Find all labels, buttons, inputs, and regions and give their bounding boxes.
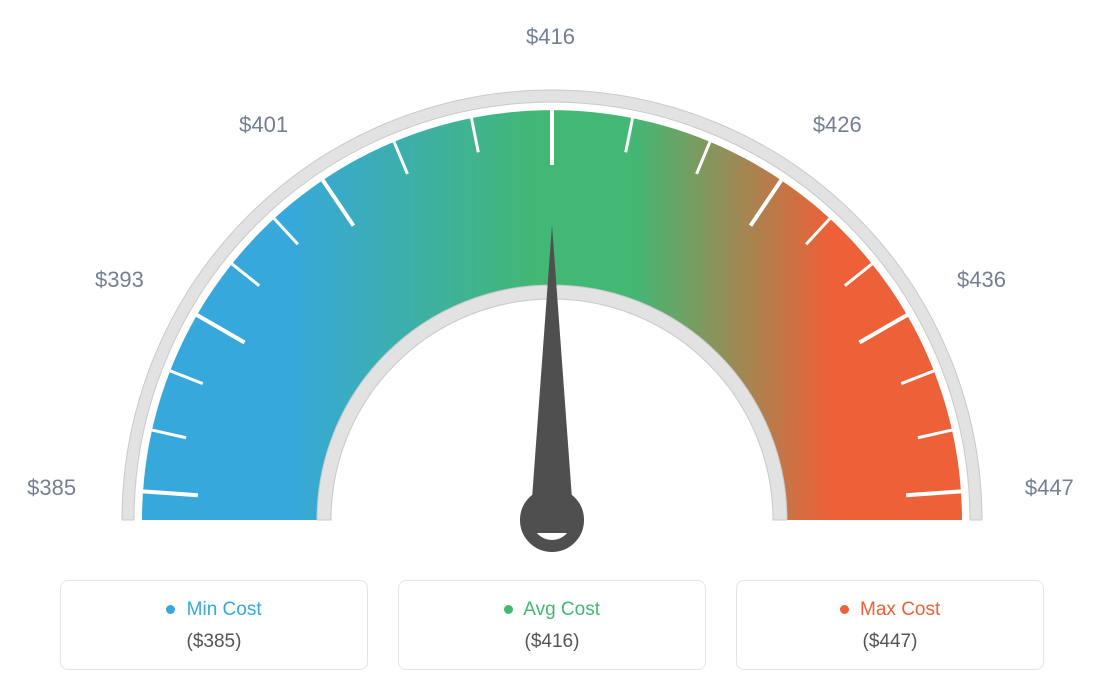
gauge-tick-label: $385 [27,475,76,501]
gauge-tick-label: $416 [526,24,575,50]
legend-avg: Avg Cost ($416) [398,580,706,670]
legend-avg-title: Avg Cost [409,599,695,621]
gauge-tick-label: $393 [95,267,144,293]
legend-row: Min Cost ($385) Avg Cost ($416) Max Cost… [60,580,1044,670]
legend-avg-value: ($416) [409,631,695,653]
gauge-tick-label: $447 [1025,475,1074,501]
legend-min: Min Cost ($385) [60,580,368,670]
gauge-area: $385 $393 $401 $416 $426 $436 $447 [0,0,1104,570]
gauge-chart-container: $385 $393 $401 $416 $426 $436 $447 Min Cost ($… [0,0,1104,690]
dot-icon [504,605,513,614]
gauge-tick-label: $436 [957,267,1006,293]
legend-min-title: Min Cost [71,599,357,621]
legend-max: Max Cost ($447) [736,580,1044,670]
gauge-tick-label: $401 [239,112,288,138]
legend-max-value: ($447) [747,631,1033,653]
legend-min-label: Min Cost [187,599,262,620]
dot-icon [840,605,849,614]
legend-max-label: Max Cost [860,599,940,620]
legend-min-value: ($385) [71,631,357,653]
dot-icon [166,605,175,614]
gauge-svg [0,0,1104,570]
legend-avg-label: Avg Cost [523,599,600,620]
gauge-tick-label: $426 [813,112,862,138]
legend-max-title: Max Cost [747,599,1033,621]
